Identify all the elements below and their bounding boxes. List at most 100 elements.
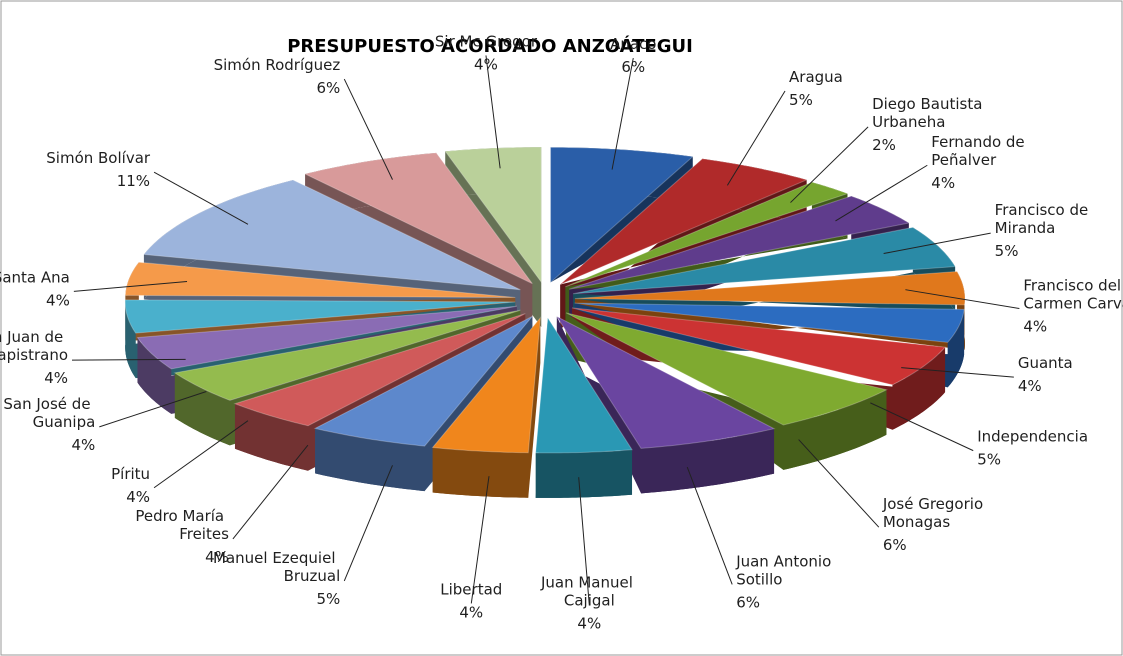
category-label: Fernando de Peñalver xyxy=(931,133,1029,169)
slice-tops xyxy=(124,146,966,454)
slice xyxy=(142,179,521,291)
slice xyxy=(574,302,965,343)
slice-side xyxy=(947,309,965,388)
value-label: 6% xyxy=(883,536,907,554)
category-label: Aragua xyxy=(789,68,843,86)
value-label: 4% xyxy=(474,55,498,73)
slice xyxy=(568,195,911,290)
leader-line xyxy=(232,444,309,540)
value-label: 11% xyxy=(117,172,150,190)
value-label: 4% xyxy=(44,369,68,387)
slice-side xyxy=(137,337,172,414)
slice-side xyxy=(174,372,230,446)
slice xyxy=(313,315,533,447)
leader-line xyxy=(901,367,1014,378)
leader-line xyxy=(578,477,590,606)
slice xyxy=(233,313,526,427)
slice xyxy=(573,226,957,295)
slice xyxy=(136,305,517,370)
slice xyxy=(555,315,776,449)
leader-line xyxy=(99,391,207,428)
value-label: 5% xyxy=(789,91,813,109)
category-label: Simón Rodríguez xyxy=(214,56,341,74)
value-label: 4% xyxy=(459,603,483,621)
leader-line xyxy=(470,476,490,604)
value-label: 4% xyxy=(205,548,229,566)
category-label: Santa Ana xyxy=(0,268,70,286)
category-label: Francisco de Miranda xyxy=(995,201,1093,237)
category-label: Juan Manuel Cajigal xyxy=(540,574,638,610)
slice-side xyxy=(315,428,425,492)
slice-side xyxy=(783,389,887,470)
value-label: 6% xyxy=(736,593,760,611)
leader-line xyxy=(485,55,501,169)
slice xyxy=(444,146,542,284)
category-label: Independencia xyxy=(977,428,1088,446)
slice xyxy=(124,261,516,298)
leader-line xyxy=(611,57,634,170)
category-label: Píritu xyxy=(111,465,150,483)
leader-line xyxy=(343,78,393,180)
slice xyxy=(535,316,633,454)
leader-line xyxy=(153,420,249,489)
category-label: San José de Guanipa xyxy=(3,395,95,431)
slice xyxy=(124,299,516,334)
value-label: 4% xyxy=(577,615,601,633)
slice-side xyxy=(535,449,633,498)
slice xyxy=(565,312,888,426)
value-label: 5% xyxy=(995,242,1019,260)
leader-line xyxy=(835,164,928,222)
slice xyxy=(550,146,694,284)
leader-line xyxy=(73,280,188,292)
leader-line xyxy=(870,402,974,452)
category-label: Sir Mc Gregor xyxy=(435,32,538,50)
category-label: Guanta xyxy=(1018,354,1073,372)
value-label: 4% xyxy=(1023,318,1047,336)
slice xyxy=(431,316,541,454)
category-label: José Gregorio Monagas xyxy=(882,495,988,531)
slice-side xyxy=(892,347,946,430)
category-label: San Juan de Capistrano xyxy=(0,328,68,364)
value-label: 5% xyxy=(977,451,1001,469)
leader-line xyxy=(790,126,869,203)
value-label: 4% xyxy=(931,174,955,192)
category-label: Francisco del Carmen Carvajal xyxy=(1023,277,1123,313)
value-label: 4% xyxy=(126,488,150,506)
value-label: 6% xyxy=(316,79,340,97)
value-label: 4% xyxy=(46,291,70,309)
category-label: Libertad xyxy=(440,580,502,598)
slice-side xyxy=(234,403,309,471)
slice xyxy=(559,158,809,285)
category-label: Pedro María Freites xyxy=(135,507,229,543)
leader-line xyxy=(153,171,249,225)
category-label: Diego Bautista Urbaneha xyxy=(872,95,987,131)
slice-side xyxy=(432,447,529,498)
slice xyxy=(565,181,850,288)
labels: Anaco 6% Aragua 5% Diego Bautista Urbaneha 2%… xyxy=(0,32,1123,632)
value-label: 2% xyxy=(872,136,896,154)
value-label: 5% xyxy=(316,590,340,608)
leader-line xyxy=(798,439,880,528)
slice xyxy=(571,307,947,386)
slice xyxy=(303,152,533,285)
value-label: 6% xyxy=(621,58,645,76)
category-label: Simón Bolívar xyxy=(46,149,151,167)
leader-line xyxy=(883,232,991,255)
category-label: Anaco xyxy=(610,35,656,53)
category-label: Juan Antonio Sotillo xyxy=(735,552,836,588)
leader-line xyxy=(726,90,786,186)
leader-line xyxy=(686,466,733,585)
slice xyxy=(173,309,521,401)
value-label: 4% xyxy=(1018,377,1042,395)
slice-side xyxy=(574,298,965,350)
slice-side xyxy=(125,299,136,379)
leader-line xyxy=(343,465,393,582)
chart-title: PRESUPUESTO ACORDADO ANZOÁTEGUI xyxy=(287,35,693,57)
leader-line xyxy=(72,358,186,361)
slice-side xyxy=(641,428,775,494)
category-label: Manuel Ezequiel Bruzual xyxy=(213,549,340,585)
leader-line xyxy=(905,289,1020,309)
value-label: 4% xyxy=(72,436,96,454)
slice xyxy=(574,270,966,306)
